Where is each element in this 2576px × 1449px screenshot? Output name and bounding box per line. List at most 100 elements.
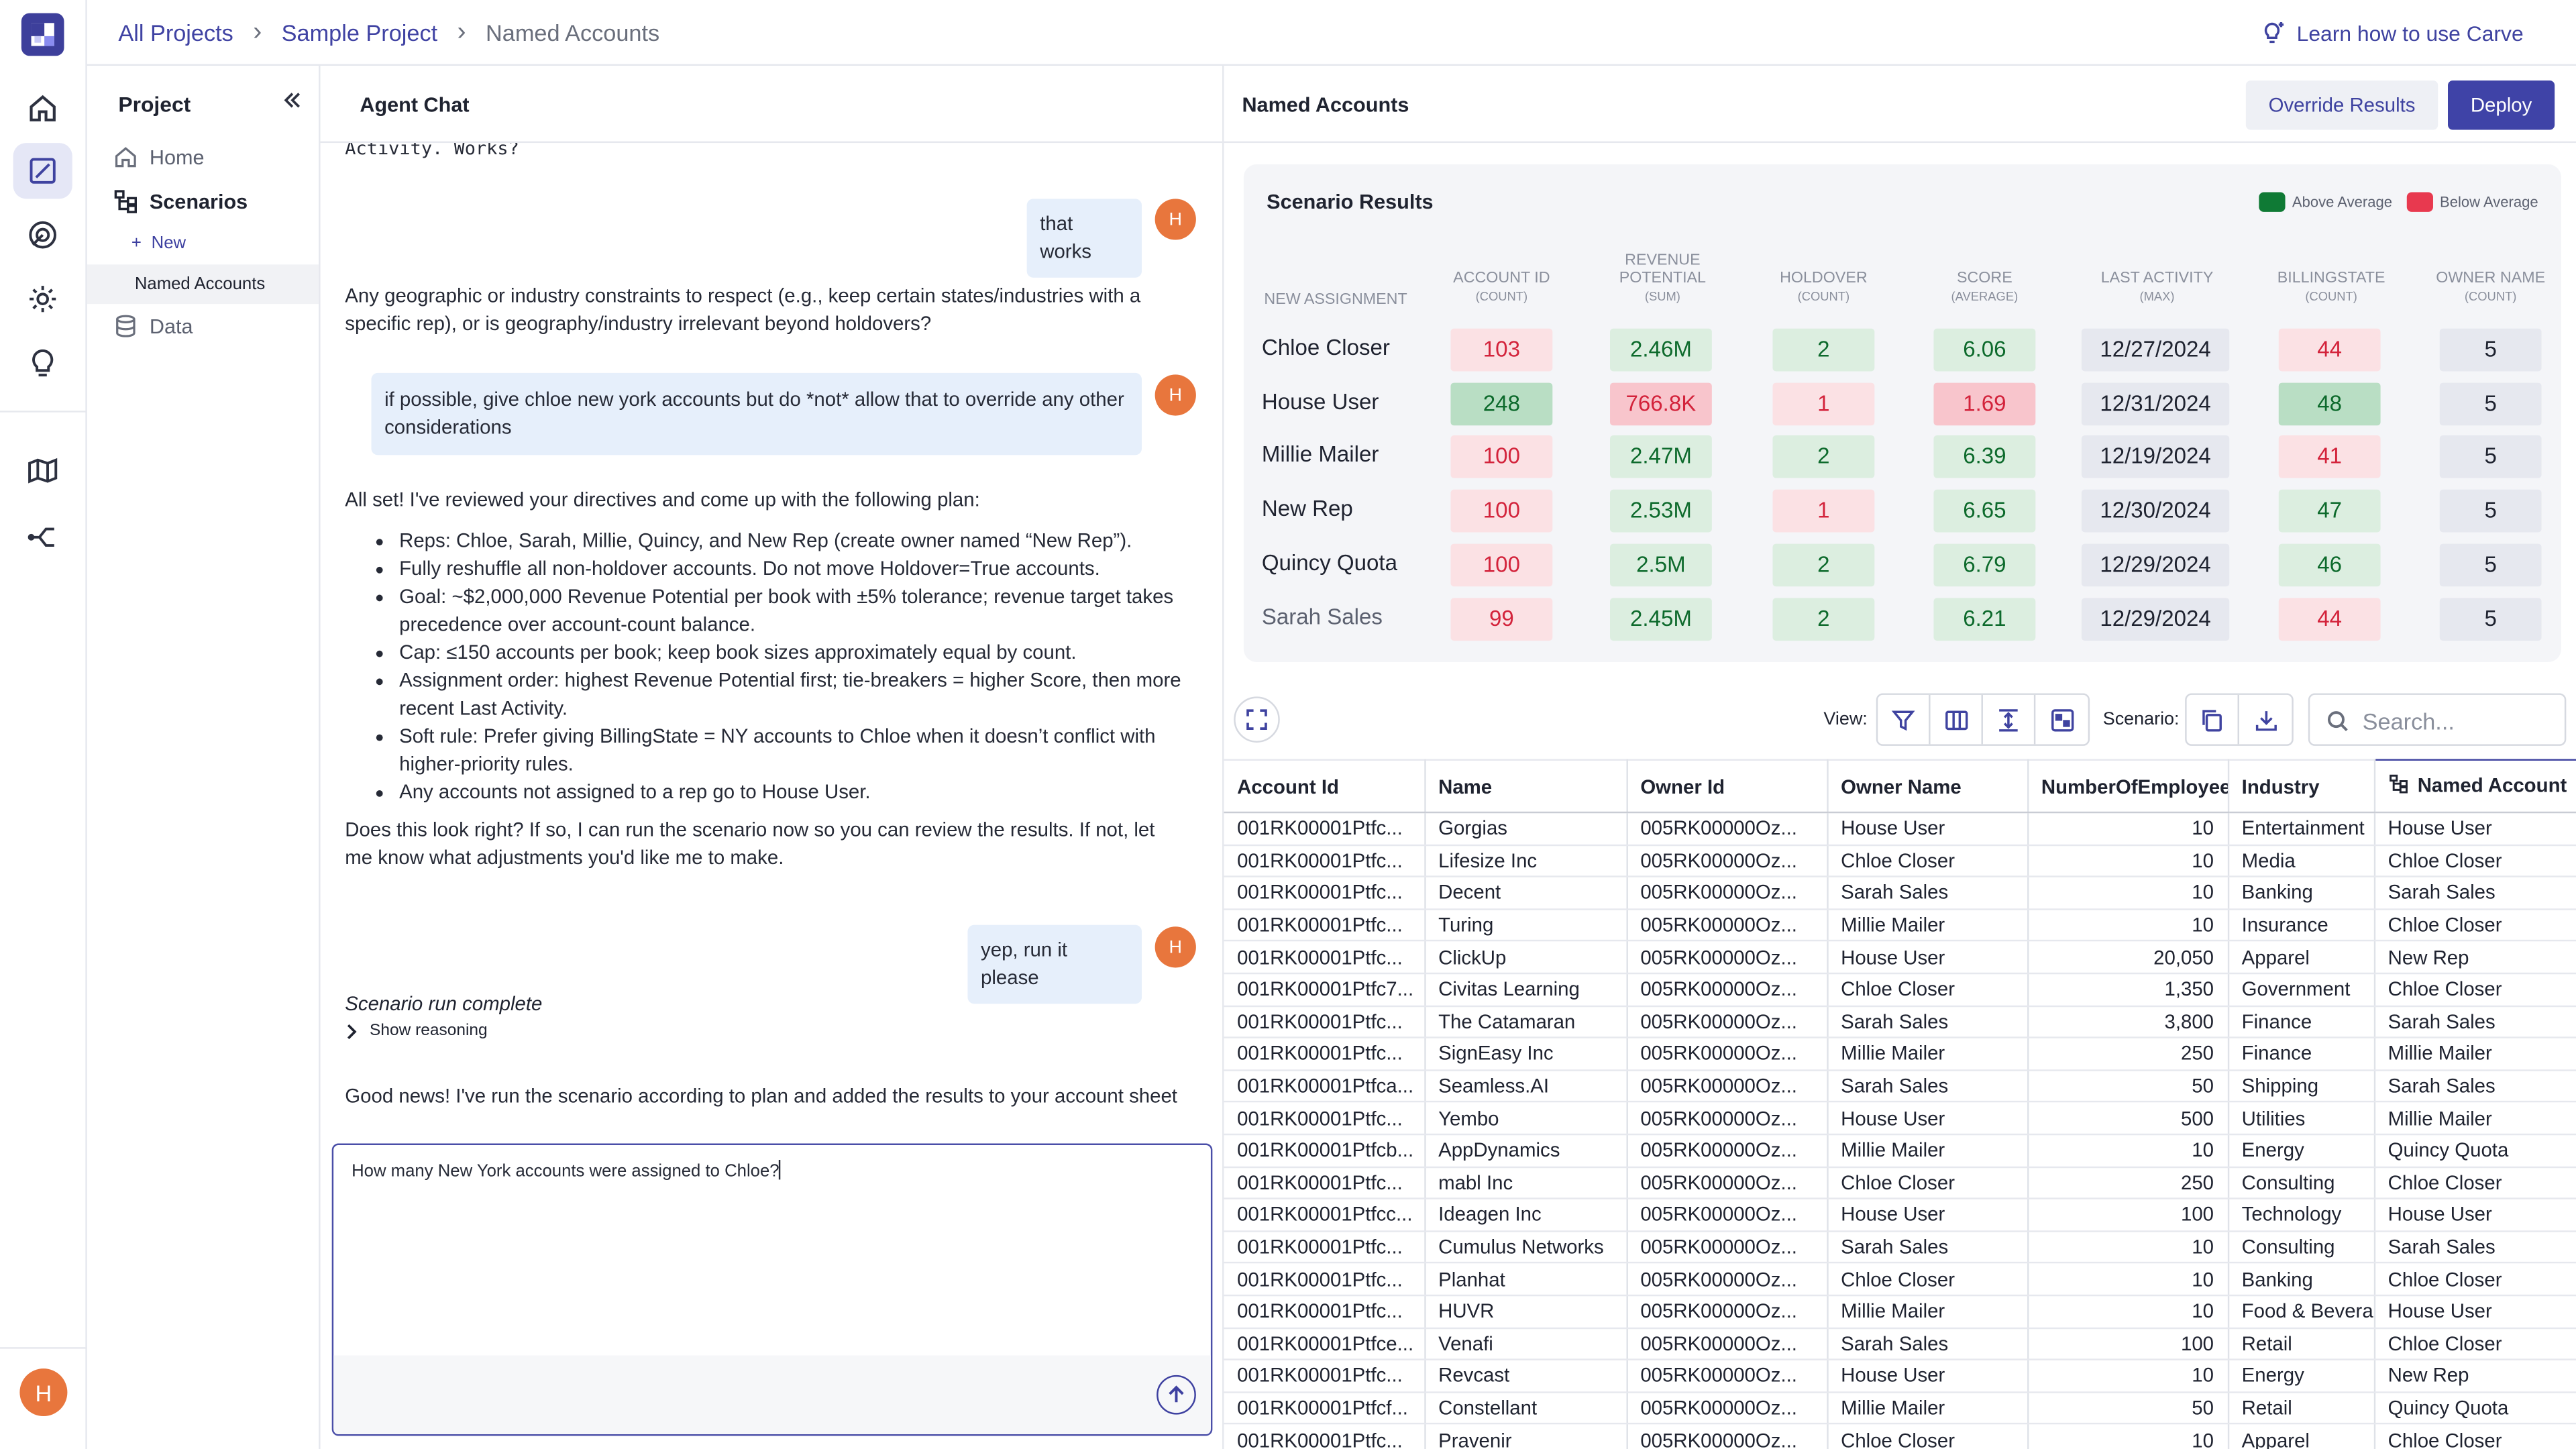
table-cell[interactable]: 001RK00001Ptfc... bbox=[1224, 1295, 1426, 1328]
summary-cell[interactable]: 5 bbox=[2439, 543, 2542, 586]
summary-cell[interactable]: 248 bbox=[1450, 382, 1553, 425]
table-cell[interactable]: 005RK00000Oz... bbox=[1626, 941, 1828, 975]
summary-row-label[interactable]: House User bbox=[1261, 388, 1379, 414]
table-cell[interactable]: 005RK00000Oz... bbox=[1626, 845, 1828, 878]
table-cell[interactable]: Chloe Closer bbox=[1827, 1424, 2029, 1449]
table-cell[interactable]: 001RK00001Ptfc... bbox=[1224, 1263, 1426, 1297]
table-cell[interactable]: Entertainment bbox=[2227, 812, 2375, 846]
summary-cell[interactable]: 100 bbox=[1450, 490, 1553, 533]
table-cell[interactable]: 001RK00001Ptfc... bbox=[1224, 1359, 1426, 1393]
table-cell[interactable]: 10 bbox=[2027, 1359, 2229, 1393]
table-cell[interactable]: Venafi bbox=[1424, 1327, 1627, 1360]
table-cell[interactable]: 500 bbox=[2027, 1102, 2229, 1136]
table-cell[interactable]: Millie Mailer bbox=[2373, 1102, 2576, 1136]
table-cell[interactable]: 005RK00000Oz... bbox=[1626, 973, 1828, 1007]
deploy-button[interactable]: Deploy bbox=[2448, 80, 2555, 130]
search-box[interactable] bbox=[2308, 693, 2567, 746]
download-icon[interactable] bbox=[2239, 695, 2292, 744]
table-cell[interactable]: 001RK00001Ptfc... bbox=[1224, 1005, 1426, 1039]
table-cell[interactable]: Chloe Closer bbox=[2373, 1263, 2576, 1297]
table-cell[interactable]: 10 bbox=[2027, 812, 2229, 846]
table-cell[interactable]: Retail bbox=[2227, 1391, 2375, 1425]
table-cell[interactable]: Chloe Closer bbox=[2373, 908, 2576, 943]
table-cell[interactable]: 005RK00000Oz... bbox=[1626, 1198, 1828, 1232]
summary-row-label[interactable]: New Rep bbox=[1261, 496, 1353, 521]
table-cell[interactable]: Sarah Sales bbox=[2373, 1230, 2576, 1265]
table-cell[interactable]: House User bbox=[2373, 1198, 2576, 1232]
copy-icon[interactable] bbox=[2187, 694, 2239, 745]
table-cell[interactable]: Millie Mailer bbox=[1827, 1134, 2029, 1168]
summary-cell[interactable]: 1 bbox=[1772, 490, 1875, 533]
table-cell[interactable]: Planhat bbox=[1424, 1263, 1627, 1297]
target-nav-icon[interactable] bbox=[13, 207, 72, 263]
table-cell[interactable]: Sarah Sales bbox=[1827, 1005, 2029, 1039]
table-cell[interactable]: 005RK00000Oz... bbox=[1626, 1102, 1828, 1136]
table-cell[interactable]: House User bbox=[1827, 1198, 2029, 1232]
table-cell[interactable]: New Rep bbox=[2373, 1359, 2576, 1393]
column-header[interactable]: NumberOfEmployees bbox=[2027, 759, 2229, 814]
summary-cell[interactable]: 5 bbox=[2439, 490, 2542, 533]
filter-icon[interactable] bbox=[1878, 694, 1931, 745]
table-cell[interactable]: 001RK00001Ptfc... bbox=[1224, 845, 1426, 878]
table-cell[interactable]: Civitas Learning bbox=[1424, 973, 1627, 1007]
summary-cell[interactable]: 2.5M bbox=[1610, 543, 1712, 586]
show-reasoning-toggle[interactable]: Show reasoning bbox=[345, 1022, 488, 1040]
table-cell[interactable]: 005RK00000Oz... bbox=[1626, 1263, 1828, 1297]
table-row[interactable]: 001RK00001Ptfc... Lifesize Inc 005RK00000O… bbox=[1224, 845, 2576, 878]
column-header[interactable]: Name bbox=[1424, 759, 1627, 814]
summary-cell[interactable]: 2.47M bbox=[1610, 435, 1712, 479]
table-cell[interactable]: Energy bbox=[2227, 1359, 2375, 1393]
table-cell[interactable]: 100 bbox=[2027, 1198, 2229, 1232]
summary-row-label[interactable]: Quincy Quota bbox=[1261, 549, 1397, 575]
breadcrumb-all-projects[interactable]: All Projects bbox=[118, 19, 233, 46]
table-cell[interactable]: Retail bbox=[2227, 1327, 2375, 1360]
summary-cell[interactable]: 6.39 bbox=[1933, 435, 2036, 479]
column-header[interactable]: Owner Name bbox=[1827, 759, 2029, 814]
table-cell[interactable]: Quincy Quota bbox=[2373, 1134, 2576, 1168]
table-cell[interactable]: Pravenir bbox=[1424, 1424, 1627, 1449]
table-cell[interactable]: House User bbox=[1827, 1359, 2029, 1393]
summary-row-label[interactable]: Chloe Closer bbox=[1261, 335, 1390, 360]
table-cell[interactable]: 250 bbox=[2027, 1037, 2229, 1071]
table-cell[interactable]: ClickUp bbox=[1424, 941, 1627, 975]
table-cell[interactable]: 50 bbox=[2027, 1069, 2229, 1104]
table-cell[interactable]: 001RK00001Ptfc... bbox=[1224, 812, 1426, 846]
summary-cell[interactable]: 12/29/2024 bbox=[2081, 597, 2230, 640]
summary-cell[interactable]: 2.46M bbox=[1610, 328, 1712, 372]
table-row[interactable]: 001RK00001Ptfc... Decent 005RK00000Oz... Sa… bbox=[1224, 877, 2576, 910]
send-button[interactable] bbox=[1157, 1375, 1196, 1415]
table-cell[interactable]: Millie Mailer bbox=[2373, 1037, 2576, 1071]
table-row[interactable]: 001RK00001Ptfc... SignEasy Inc 005RK00000O… bbox=[1224, 1037, 2576, 1071]
table-cell[interactable]: 001RK00001Ptfce... bbox=[1224, 1327, 1426, 1360]
summary-cell[interactable]: 48 bbox=[2278, 382, 2381, 425]
table-cell[interactable]: Technology bbox=[2227, 1198, 2375, 1232]
table-cell[interactable]: Yembo bbox=[1424, 1102, 1627, 1136]
summary-cell[interactable]: 5 bbox=[2439, 597, 2542, 640]
summary-cell[interactable]: 5 bbox=[2439, 328, 2542, 372]
table-cell[interactable]: 005RK00000Oz... bbox=[1626, 908, 1828, 943]
table-cell[interactable]: Quincy Quota bbox=[2373, 1391, 2576, 1425]
table-cell[interactable]: 001RK00001Ptfc... bbox=[1224, 1230, 1426, 1265]
table-cell[interactable]: Sarah Sales bbox=[2373, 1005, 2576, 1039]
table-cell[interactable]: 100 bbox=[2027, 1327, 2229, 1360]
table-cell[interactable]: Banking bbox=[2227, 877, 2375, 910]
table-cell[interactable]: 10 bbox=[2027, 1295, 2229, 1328]
override-results-button[interactable]: Override Results bbox=[2245, 80, 2438, 130]
summary-cell[interactable]: 6.65 bbox=[1933, 490, 2036, 533]
table-cell[interactable]: Chloe Closer bbox=[2373, 973, 2576, 1007]
sidebar-item-home[interactable]: Home bbox=[110, 145, 205, 170]
table-cell[interactable]: Millie Mailer bbox=[1827, 908, 2029, 943]
table-cell[interactable]: The Catamaran bbox=[1424, 1005, 1627, 1039]
table-row[interactable]: 001RK00001Ptfc... The Catamaran 005RK00000… bbox=[1224, 1005, 2576, 1039]
sidebar-subitem-named-accounts[interactable]: Named Accounts bbox=[87, 264, 319, 305]
table-cell[interactable]: Chloe Closer bbox=[1827, 845, 2029, 878]
table-cell[interactable]: 001RK00001Ptfca... bbox=[1224, 1069, 1426, 1104]
table-cell[interactable]: HUVR bbox=[1424, 1295, 1627, 1328]
table-row[interactable]: 001RK00001Ptfce... Venafi 005RK00000Oz... S… bbox=[1224, 1327, 2576, 1360]
table-cell[interactable]: Chloe Closer bbox=[2373, 1327, 2576, 1360]
summary-cell[interactable]: 766.8K bbox=[1610, 382, 1712, 425]
table-cell[interactable]: Millie Mailer bbox=[1827, 1391, 2029, 1425]
table-cell[interactable]: Gorgias bbox=[1424, 812, 1627, 846]
table-row[interactable]: 001RK00001Ptfc... mabl Inc 005RK00000Oz...… bbox=[1224, 1166, 2576, 1200]
table-cell[interactable]: Ideagen Inc bbox=[1424, 1198, 1627, 1232]
